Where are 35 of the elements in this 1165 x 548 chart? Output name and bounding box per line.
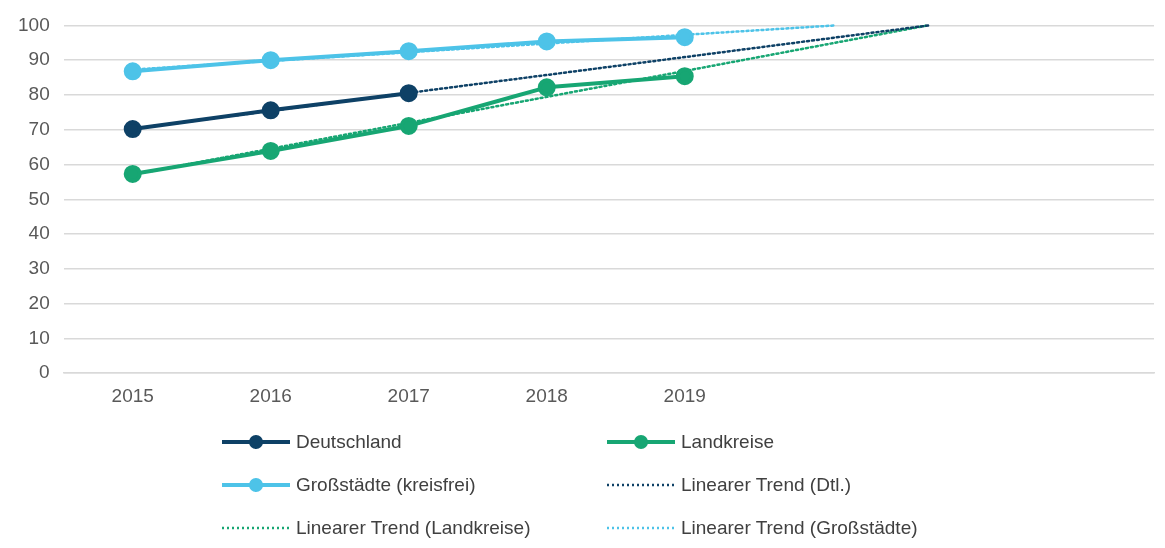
point: [537, 78, 556, 97]
point: [537, 32, 556, 51]
y-tick-label: 40: [28, 222, 50, 244]
y-tick-label: 0: [39, 361, 50, 383]
y-tick-label: 80: [28, 83, 50, 105]
legend-label: Landkreise: [681, 430, 774, 453]
legend-label: Linearer Trend (Großstädte): [681, 516, 918, 539]
point: [261, 141, 280, 160]
legend-label: Großstädte (kreisfrei): [296, 473, 476, 496]
y-tick-label: 30: [28, 257, 50, 279]
y-tick-label: 50: [28, 187, 50, 209]
point: [123, 164, 142, 183]
point: [123, 120, 142, 139]
y-tick-label: 70: [28, 117, 50, 139]
point: [123, 62, 142, 81]
legend-label: Linearer Trend (Landkreise): [296, 516, 531, 539]
x-tick-label: 2017: [387, 384, 430, 406]
x-tick-label: 2019: [663, 384, 706, 406]
y-tick-label: 10: [28, 326, 50, 348]
x-tick-label: 2015: [111, 384, 154, 406]
point: [675, 28, 694, 47]
point: [675, 67, 694, 86]
point: [399, 84, 418, 103]
point: [261, 101, 280, 120]
legend-label: Deutschland: [296, 430, 402, 453]
y-tick-label: 100: [18, 13, 50, 35]
point: [261, 51, 280, 70]
point: [399, 116, 418, 135]
y-tick-label: 20: [28, 291, 50, 313]
y-tick-label: 90: [28, 48, 50, 70]
legend-label: Linearer Trend (Dtl.): [681, 473, 852, 496]
x-tick-label: 2018: [525, 384, 568, 406]
y-tick-label: 60: [28, 152, 50, 174]
x-tick-label: 2016: [249, 384, 292, 406]
point: [399, 42, 418, 61]
